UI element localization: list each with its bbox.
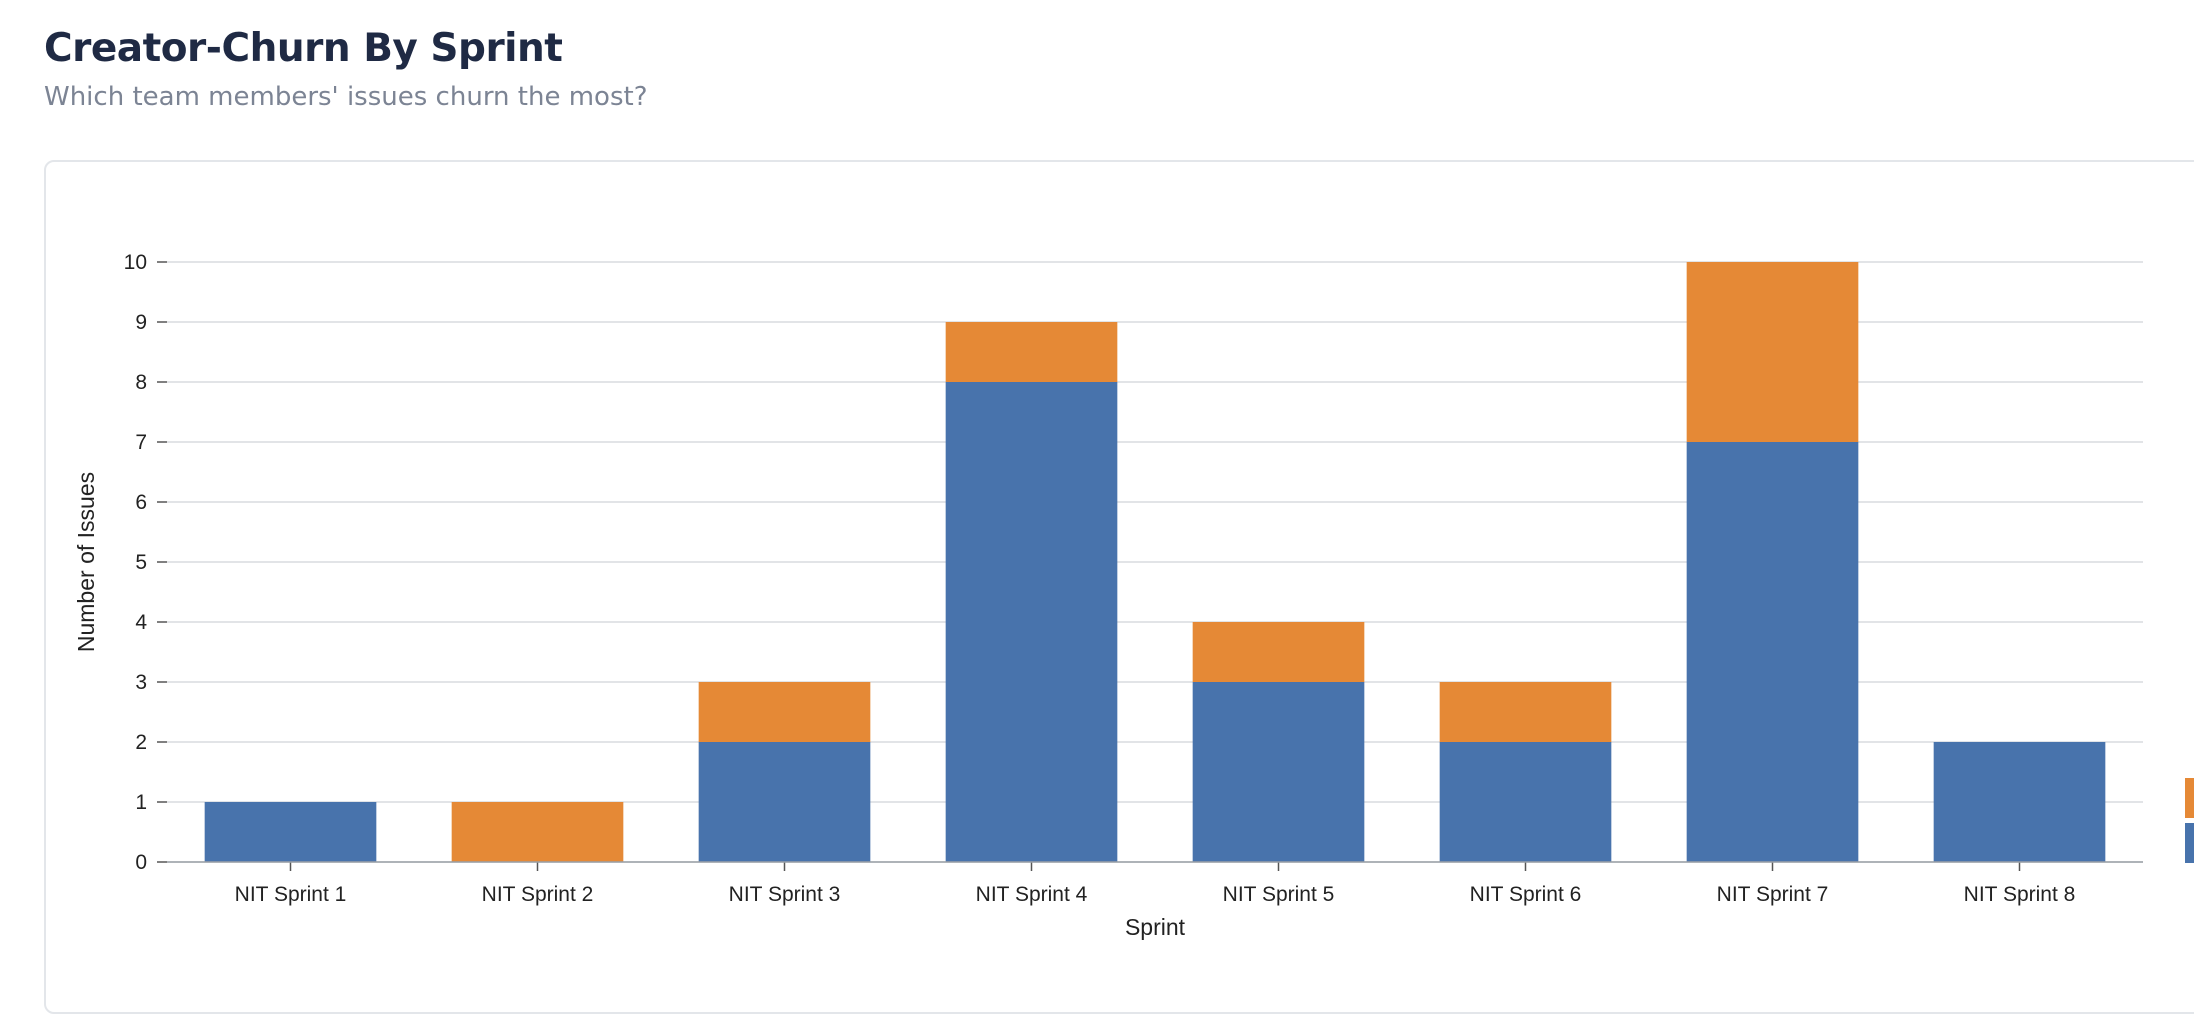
y-tick-label: 7: [135, 431, 147, 454]
y-tick-label: 6: [135, 491, 147, 514]
bar-segment: [945, 322, 1118, 382]
bar-segment: [1192, 682, 1365, 862]
x-axis-title: Sprint: [1125, 914, 1186, 940]
bar-segment: [1686, 262, 1859, 442]
bar-segment: [1686, 442, 1859, 862]
y-axis: 0 1 2 3 4 5 6 7 8 9 10: [124, 251, 167, 874]
x-tick-label: NIT Sprint 3: [729, 883, 841, 906]
y-tick-label: 3: [135, 671, 147, 694]
legend-swatch: [2185, 778, 2194, 818]
bar-segment: [204, 802, 377, 862]
y-tick-label: 5: [135, 551, 147, 574]
y-tick-label: 8: [135, 371, 147, 394]
x-tick-label: NIT Sprint 5: [1223, 883, 1335, 906]
bar-segment: [698, 682, 871, 742]
x-tick-label: NIT Sprint 1: [235, 883, 347, 906]
y-axis-title: Number of Issues: [73, 472, 99, 652]
x-tick-label: NIT Sprint 2: [482, 883, 594, 906]
page-title: Creator-Churn By Sprint: [44, 26, 563, 71]
y-tick-label: 1: [135, 791, 147, 814]
x-tick-label: NIT Sprint 6: [1470, 883, 1582, 906]
x-tick-label: NIT Sprint 4: [976, 883, 1088, 906]
bar-segment: [1439, 682, 1612, 742]
bar-segment: [1192, 622, 1365, 682]
x-axis: NIT Sprint 1 NIT Sprint 2 NIT Sprint 3 NIT …: [167, 861, 2143, 906]
legend: [2185, 778, 2194, 863]
bar-segment: [945, 382, 1118, 862]
bar-segment: [1439, 742, 1612, 862]
bar-segment: [1933, 742, 2106, 862]
x-tick-label: NIT Sprint 7: [1717, 883, 1829, 906]
y-tick-label: 9: [135, 311, 147, 334]
bars: [204, 262, 2106, 862]
bar-segment: [451, 802, 624, 862]
page-subtitle: Which team members' issues churn the mos…: [44, 82, 648, 112]
bar-segment: [698, 742, 871, 862]
legend-swatch: [2185, 823, 2194, 863]
x-tick-label: NIT Sprint 8: [1964, 883, 2076, 906]
y-tick-label: 0: [135, 851, 147, 874]
y-tick-label: 2: [135, 731, 147, 754]
y-tick-label: 4: [135, 611, 147, 634]
y-tick-label: 10: [124, 251, 147, 274]
